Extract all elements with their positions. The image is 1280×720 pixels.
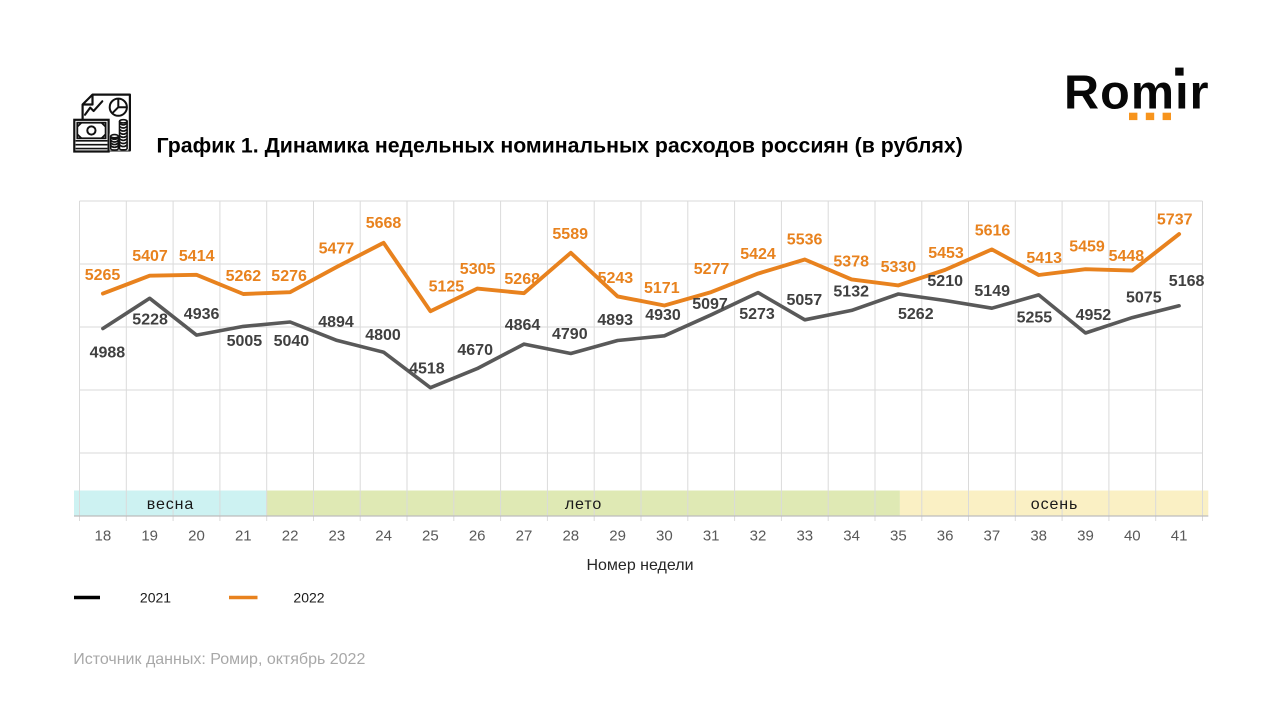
svg-text:4670: 4670: [457, 342, 493, 359]
svg-text:5668: 5668: [366, 215, 402, 232]
svg-text:5378: 5378: [833, 254, 869, 271]
svg-text:4864: 4864: [505, 317, 541, 334]
svg-text:5330: 5330: [881, 259, 917, 276]
svg-text:38: 38: [1030, 528, 1047, 545]
svg-text:5262: 5262: [898, 306, 934, 323]
svg-text:5265: 5265: [85, 267, 121, 284]
svg-text:2021: 2021: [140, 590, 171, 606]
svg-text:5459: 5459: [1069, 239, 1105, 256]
svg-text:19: 19: [141, 528, 158, 545]
svg-text:30: 30: [656, 528, 673, 545]
svg-text:5589: 5589: [552, 226, 588, 243]
svg-text:5168: 5168: [1169, 273, 1205, 290]
svg-text:4894: 4894: [318, 314, 354, 331]
svg-text:4518: 4518: [409, 360, 445, 377]
svg-text:4930: 4930: [645, 307, 681, 324]
svg-text:5737: 5737: [1157, 211, 1193, 228]
svg-text:24: 24: [375, 528, 392, 545]
svg-text:5414: 5414: [179, 248, 215, 265]
svg-text:5125: 5125: [429, 278, 465, 295]
svg-text:39: 39: [1077, 528, 1094, 545]
svg-text:5228: 5228: [132, 312, 168, 329]
svg-text:5616: 5616: [975, 222, 1011, 239]
svg-text:5005: 5005: [227, 333, 263, 350]
svg-text:20: 20: [188, 528, 205, 545]
svg-text:35: 35: [890, 528, 907, 545]
svg-text:40: 40: [1124, 528, 1141, 545]
svg-text:5413: 5413: [1026, 250, 1062, 267]
svg-text:5305: 5305: [460, 261, 496, 278]
svg-text:5424: 5424: [740, 246, 776, 263]
svg-text:32: 32: [750, 528, 767, 545]
svg-text:5453: 5453: [928, 245, 964, 262]
svg-text:5171: 5171: [644, 280, 680, 297]
svg-text:Источник данных: Ромир, октябр: Источник данных: Ромир, октябрь 2022: [73, 651, 365, 668]
svg-text:4790: 4790: [552, 326, 588, 343]
svg-text:4952: 4952: [1076, 307, 1112, 324]
svg-text:27: 27: [516, 528, 533, 545]
svg-text:21: 21: [235, 528, 252, 545]
svg-text:5262: 5262: [226, 268, 262, 285]
svg-text:23: 23: [329, 528, 346, 545]
svg-text:29: 29: [609, 528, 626, 545]
svg-text:22: 22: [282, 528, 299, 545]
svg-text:37: 37: [984, 528, 1001, 545]
svg-text:5255: 5255: [1017, 309, 1053, 326]
svg-text:5149: 5149: [974, 283, 1010, 300]
svg-text:4988: 4988: [90, 344, 126, 361]
svg-text:5277: 5277: [694, 261, 730, 278]
svg-text:25: 25: [422, 528, 439, 545]
svg-text:4893: 4893: [597, 312, 633, 329]
svg-text:5097: 5097: [692, 296, 728, 313]
svg-text:5477: 5477: [319, 241, 355, 258]
svg-text:33: 33: [796, 528, 813, 545]
svg-text:28: 28: [562, 528, 579, 545]
svg-text:5536: 5536: [787, 231, 823, 248]
svg-text:весна: весна: [147, 496, 194, 513]
svg-text:31: 31: [703, 528, 720, 545]
svg-text:осень: осень: [1031, 496, 1078, 513]
svg-text:34: 34: [843, 528, 860, 545]
svg-text:5268: 5268: [504, 271, 540, 288]
svg-text:4936: 4936: [184, 306, 220, 323]
svg-text:26: 26: [469, 528, 486, 545]
svg-text:5057: 5057: [787, 292, 823, 309]
svg-text:5276: 5276: [271, 268, 307, 285]
svg-text:лето: лето: [565, 496, 602, 513]
svg-text:5448: 5448: [1109, 248, 1145, 265]
svg-text:41: 41: [1171, 528, 1188, 545]
svg-text:5075: 5075: [1126, 289, 1162, 306]
svg-text:5210: 5210: [927, 273, 963, 290]
svg-text:36: 36: [937, 528, 954, 545]
svg-text:2022: 2022: [293, 590, 324, 606]
svg-text:4800: 4800: [365, 327, 401, 344]
svg-text:5407: 5407: [132, 248, 168, 265]
svg-text:Номер недели: Номер недели: [586, 557, 693, 574]
svg-text:5243: 5243: [598, 270, 634, 287]
svg-text:5273: 5273: [739, 306, 775, 323]
svg-text:График 1. Динамика недельных н: График 1. Динамика недельных номинальных…: [157, 133, 963, 157]
svg-text:5040: 5040: [274, 333, 310, 350]
svg-text:18: 18: [95, 528, 112, 545]
svg-text:5132: 5132: [833, 283, 869, 300]
